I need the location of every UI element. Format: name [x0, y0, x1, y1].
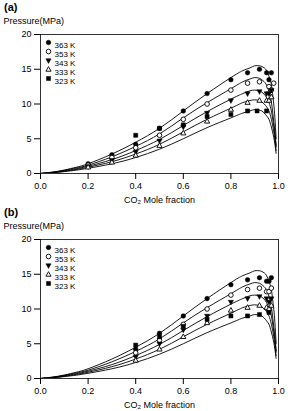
svg-text:15: 15 — [21, 269, 31, 279]
svg-text:CO₂ Mole fraction: CO₂ Mole fraction — [124, 195, 195, 205]
svg-text:333 K: 333 K — [55, 273, 77, 282]
svg-text:0.8: 0.8 — [225, 386, 238, 396]
svg-text:353 K: 353 K — [55, 255, 77, 264]
svg-text:333 K: 333 K — [55, 68, 77, 77]
svg-text:1.0: 1.0 — [272, 181, 285, 191]
svg-text:10: 10 — [21, 304, 31, 314]
svg-text:20: 20 — [21, 234, 31, 244]
svg-text:10: 10 — [21, 99, 31, 109]
svg-text:363 K: 363 K — [55, 246, 77, 255]
svg-text:0.8: 0.8 — [225, 181, 238, 191]
svg-text:0.6: 0.6 — [177, 181, 190, 191]
svg-text:0.0: 0.0 — [34, 181, 47, 191]
svg-text:0: 0 — [26, 373, 31, 383]
svg-text:0.4: 0.4 — [129, 181, 142, 191]
svg-text:Pressure(MPa): Pressure(MPa) — [4, 221, 65, 231]
svg-text:5: 5 — [26, 134, 31, 144]
svg-text:323 K: 323 K — [55, 282, 77, 291]
svg-text:0: 0 — [26, 168, 31, 178]
svg-text:15: 15 — [21, 64, 31, 74]
svg-text:CO₂ Mole fraction: CO₂ Mole fraction — [124, 400, 195, 410]
svg-text:0.2: 0.2 — [82, 386, 95, 396]
svg-text:353 K: 353 K — [55, 50, 77, 59]
html-text:(a): (a) — [4, 1, 18, 13]
svg-text:0.6: 0.6 — [177, 386, 190, 396]
svg-text:323 K: 323 K — [55, 77, 77, 86]
svg-text:0.2: 0.2 — [82, 181, 95, 191]
svg-text:343 K: 343 K — [55, 264, 77, 273]
svg-text:343 K: 343 K — [55, 59, 77, 68]
svg-text:0.4: 0.4 — [129, 386, 142, 396]
html-text:(b): (b) — [4, 206, 18, 218]
svg-text:Pressure(MPa): Pressure(MPa) — [4, 16, 65, 26]
svg-text:1.0: 1.0 — [272, 386, 285, 396]
svg-text:5: 5 — [26, 339, 31, 349]
svg-text:20: 20 — [21, 29, 31, 39]
svg-text:0.0: 0.0 — [34, 386, 47, 396]
svg-text:363 K: 363 K — [55, 41, 77, 50]
